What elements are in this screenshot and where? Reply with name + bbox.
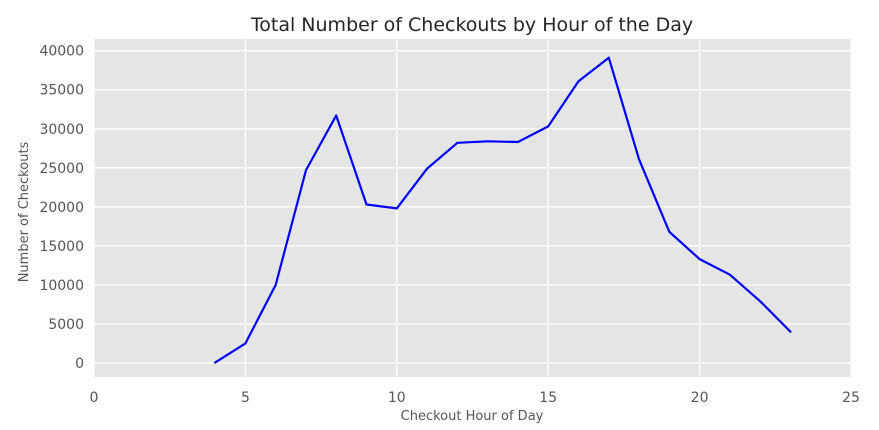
x-tick-label: 20 [691, 390, 709, 406]
chart-title: Total Number of Checkouts by Hour of the… [250, 14, 693, 36]
y-tick-label: 40000 [39, 44, 84, 60]
y-tick-label: 35000 [39, 83, 84, 99]
x-tick-label: 0 [90, 390, 99, 406]
y-axis-ticks: 0 5000 10000 15000 20000 25000 30000 35000 40000 [39, 44, 84, 372]
x-tick-label: 25 [842, 390, 860, 406]
x-axis-label: Checkout Hour of Day [401, 409, 544, 424]
y-tick-label: 30000 [39, 122, 84, 138]
x-tick-label: 10 [388, 390, 406, 406]
series-line [214, 56, 792, 364]
y-tick-label: 0 [75, 356, 84, 372]
y-tick-label: 20000 [39, 200, 84, 216]
y-tick-label: 5000 [48, 317, 84, 333]
plot-area [94, 39, 851, 377]
series-group [214, 56, 792, 364]
y-tick-label: 25000 [39, 161, 84, 177]
x-axis-ticks: 0 5 10 15 20 25 [90, 390, 860, 406]
y-tick-label: 15000 [39, 239, 84, 255]
x-tick-label: 15 [539, 390, 557, 406]
y-tick-label: 10000 [39, 278, 84, 294]
y-axis-label: Number of Checkouts [17, 141, 32, 282]
grid-lines [93, 39, 852, 377]
x-tick-label: 5 [241, 390, 250, 406]
